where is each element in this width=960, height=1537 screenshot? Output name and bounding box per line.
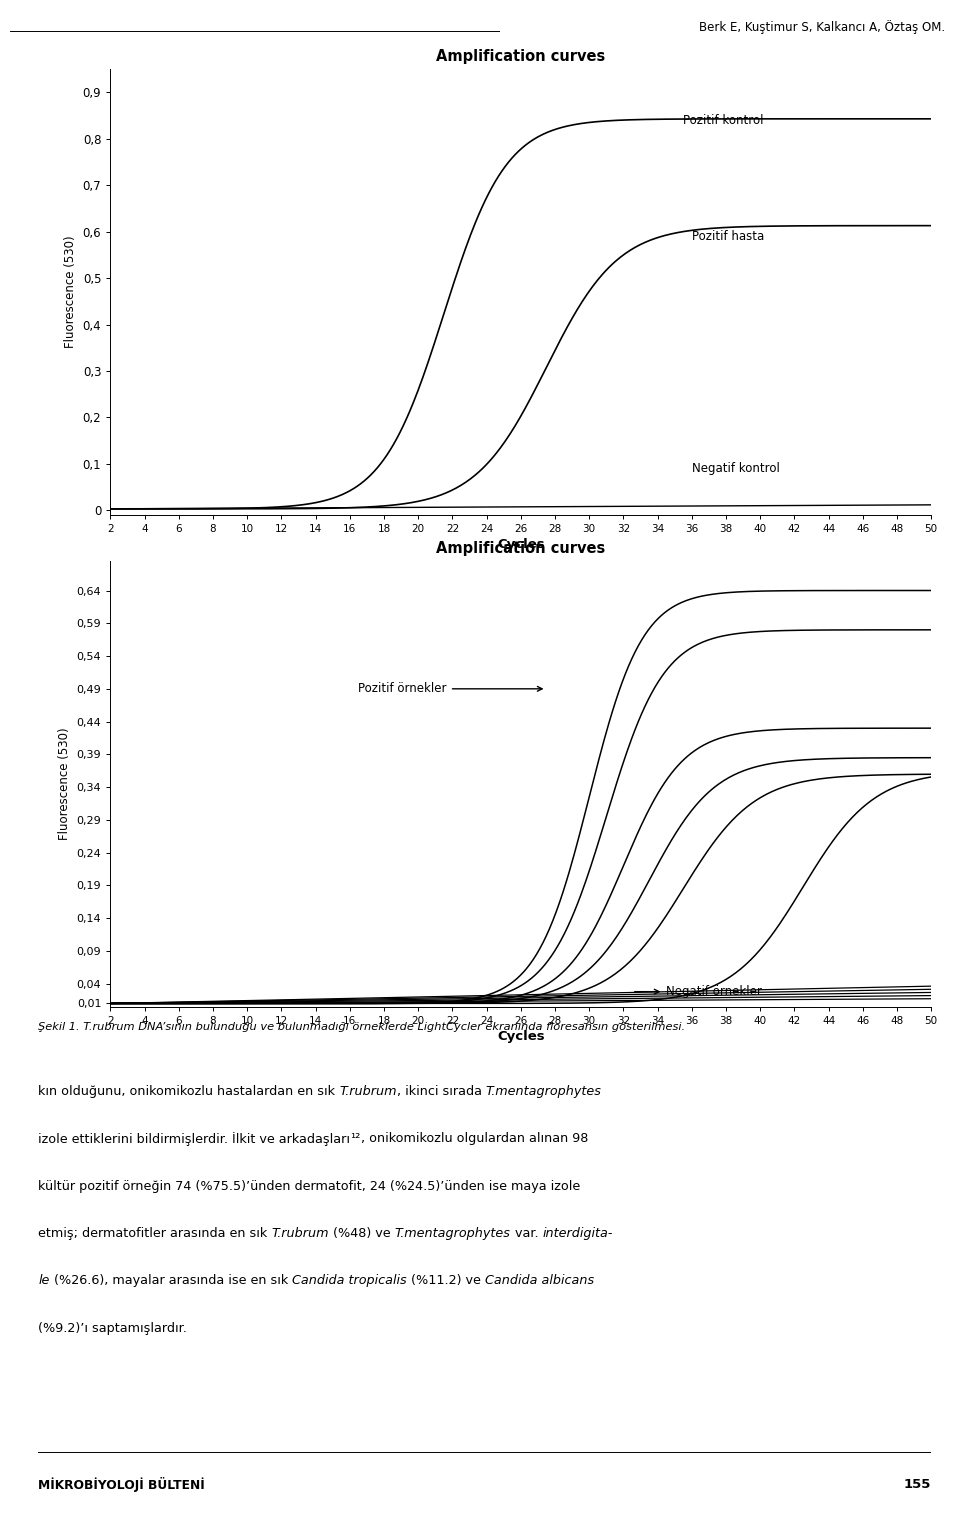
Text: interdigita-: interdigita- xyxy=(542,1227,612,1240)
Text: , ikinci sırada: , ikinci sırada xyxy=(396,1085,486,1097)
Text: (%26.6), mayalar arasında ise en sık: (%26.6), mayalar arasında ise en sık xyxy=(50,1274,292,1288)
Text: MİKROBİYOLOJİ BÜLTENİ: MİKROBİYOLOJİ BÜLTENİ xyxy=(38,1477,205,1492)
Text: ¹²: ¹² xyxy=(350,1133,361,1145)
Text: etmiş; dermatofitler arasında en sık: etmiş; dermatofitler arasında en sık xyxy=(38,1227,272,1240)
Text: (%48) ve: (%48) ve xyxy=(329,1227,395,1240)
Text: , onikomikozlu olgulardan alınan 98: , onikomikozlu olgulardan alınan 98 xyxy=(361,1133,588,1145)
Title: Amplification curves: Amplification curves xyxy=(436,541,606,556)
Text: Negatif kontrol: Negatif kontrol xyxy=(692,463,780,475)
X-axis label: Cycles: Cycles xyxy=(497,1030,544,1044)
Text: Candida tropicalis: Candida tropicalis xyxy=(292,1274,407,1288)
X-axis label: Cycles: Cycles xyxy=(497,538,544,552)
Text: Pozitif örnekler: Pozitif örnekler xyxy=(358,682,542,695)
Text: T.mentagrophytes: T.mentagrophytes xyxy=(395,1227,511,1240)
Y-axis label: Fluorescence (530): Fluorescence (530) xyxy=(58,727,71,841)
Text: Candida albicans: Candida albicans xyxy=(485,1274,593,1288)
Text: Berk E, Kuştimur S, Kalkancı A, Öztaş OM.: Berk E, Kuştimur S, Kalkancı A, Öztaş OM… xyxy=(700,20,946,34)
Text: kın olduğunu, onikomikozlu hastalardan en sık: kın olduğunu, onikomikozlu hastalardan e… xyxy=(38,1085,340,1097)
Text: Negatif örnekler: Negatif örnekler xyxy=(635,985,762,998)
Text: izole ettiklerini bildirmişlerdir. İlkit ve arkadaşları: izole ettiklerini bildirmişlerdir. İlkit… xyxy=(38,1133,350,1147)
Text: var.: var. xyxy=(511,1227,542,1240)
Text: le: le xyxy=(38,1274,50,1288)
Text: (%11.2) ve: (%11.2) ve xyxy=(407,1274,485,1288)
Text: T.mentagrophytes: T.mentagrophytes xyxy=(486,1085,602,1097)
Text: Şekil 1. T.rubrum DNA’sının bulunduğu ve bulunmadığı örneklerde LightCycler ekra: Şekil 1. T.rubrum DNA’sının bulunduğu ve… xyxy=(38,1022,685,1033)
Text: (%9.2)’ı saptamışlardır.: (%9.2)’ı saptamışlardır. xyxy=(38,1322,187,1334)
Text: kültür pozitif örneğin 74 (%75.5)’ünden dermatofit, 24 (%24.5)’ünden ise maya iz: kültür pozitif örneğin 74 (%75.5)’ünden … xyxy=(38,1179,581,1193)
Text: Pozitif kontrol: Pozitif kontrol xyxy=(684,114,764,126)
Y-axis label: Fluorescence (530): Fluorescence (530) xyxy=(64,235,77,349)
Text: Pozitif hasta: Pozitif hasta xyxy=(692,231,764,243)
Text: 155: 155 xyxy=(903,1479,931,1491)
Text: T.rubrum: T.rubrum xyxy=(340,1085,396,1097)
Text: T.rubrum: T.rubrum xyxy=(272,1227,329,1240)
Title: Amplification curves: Amplification curves xyxy=(436,49,606,65)
